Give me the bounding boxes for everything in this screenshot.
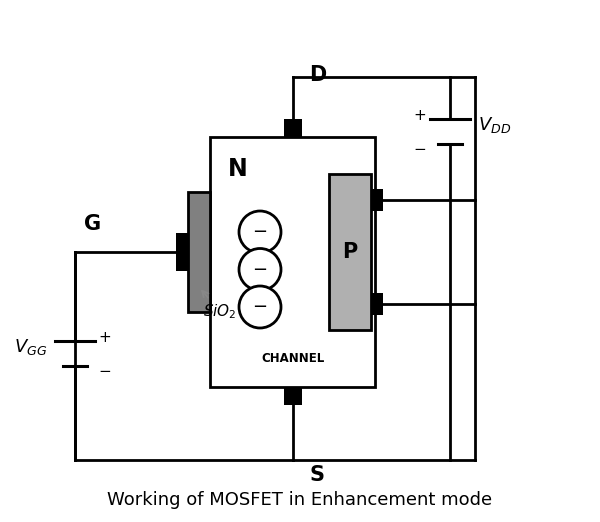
Text: G: G <box>85 214 101 234</box>
Circle shape <box>239 248 281 291</box>
Text: N: N <box>228 157 248 181</box>
Text: $V_{GG}$: $V_{GG}$ <box>14 337 47 357</box>
Text: CHANNEL: CHANNEL <box>261 352 324 365</box>
Text: S: S <box>310 465 325 485</box>
Bar <box>371 189 383 211</box>
Circle shape <box>239 286 281 328</box>
Bar <box>284 387 302 405</box>
Text: −: − <box>253 298 268 316</box>
Circle shape <box>239 211 281 253</box>
Bar <box>284 119 302 137</box>
Bar <box>210 137 375 387</box>
Text: Working of MOSFET in Enhancement mode: Working of MOSFET in Enhancement mode <box>107 491 493 509</box>
Text: −: − <box>253 223 268 241</box>
Text: +: + <box>413 108 427 123</box>
Text: $SiO_2$: $SiO_2$ <box>202 291 237 322</box>
Text: P: P <box>343 242 358 262</box>
Bar <box>176 233 188 271</box>
Bar <box>329 174 371 329</box>
Text: −: − <box>98 364 112 379</box>
Text: −: − <box>253 260 268 279</box>
Bar <box>371 292 383 314</box>
Text: +: + <box>98 330 112 346</box>
Text: D: D <box>310 65 327 85</box>
Text: −: − <box>413 143 427 157</box>
Text: $V_{DD}$: $V_{DD}$ <box>478 115 511 135</box>
Bar <box>188 192 210 312</box>
